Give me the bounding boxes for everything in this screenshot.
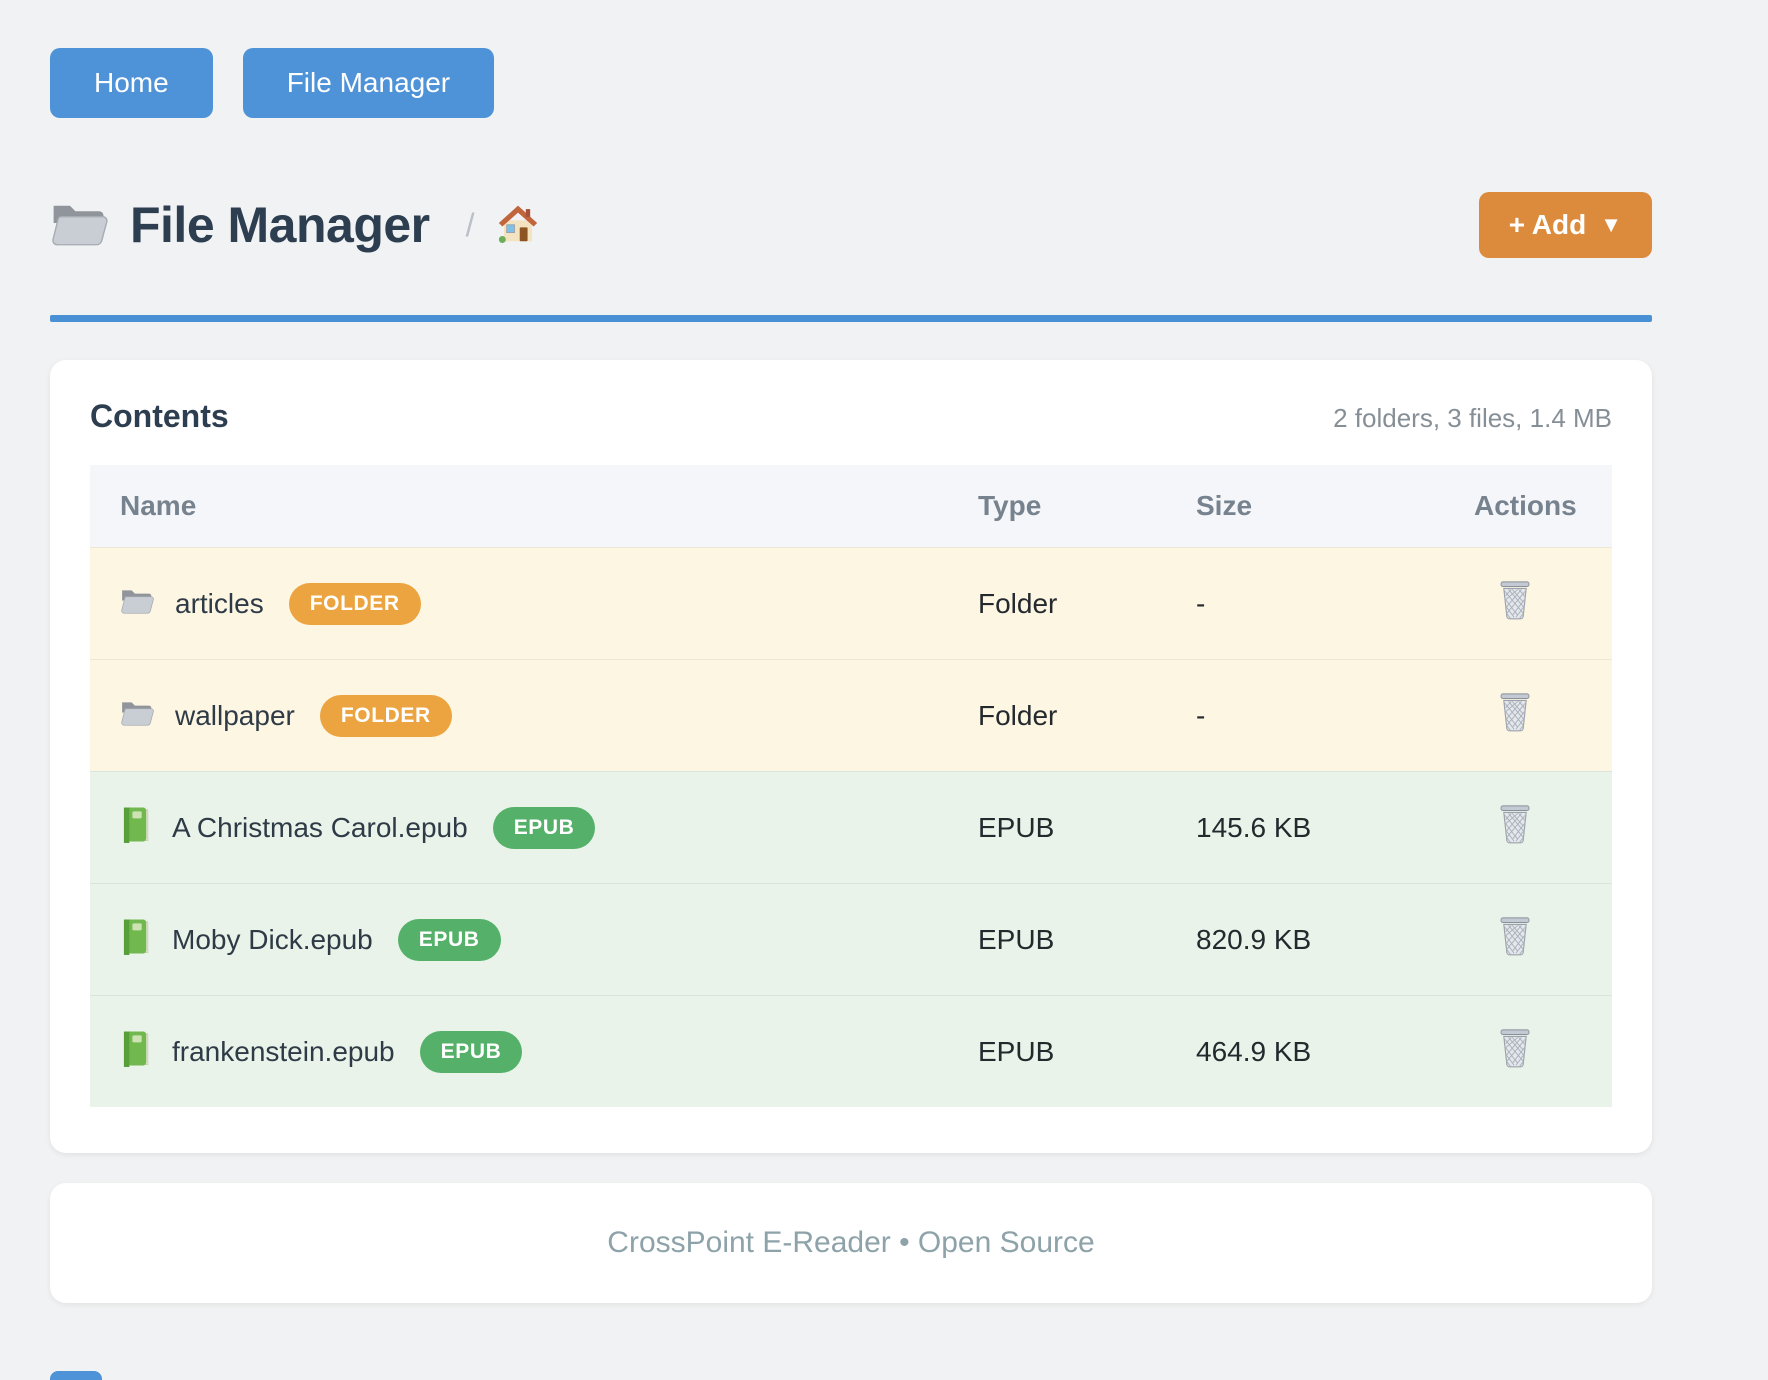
file-type-badge: EPUB xyxy=(397,918,501,961)
house-icon[interactable] xyxy=(497,203,539,248)
file-size: - xyxy=(1196,587,1206,619)
file-name-link[interactable]: frankenstein.epub xyxy=(172,1035,395,1067)
file-size: 464.9 KB xyxy=(1196,1035,1312,1067)
open-folder-icon xyxy=(120,698,154,734)
footer-text: CrossPoint E-Reader • Open Source xyxy=(607,1226,1095,1259)
file-size: 145.6 KB xyxy=(1196,811,1312,843)
files-table: Name Type Size Actions articles FOLDER F… xyxy=(90,465,1612,1107)
column-header-name: Name xyxy=(120,490,197,521)
home-button[interactable]: Home xyxy=(50,48,213,118)
page-header: File Manager / + Add ▼ xyxy=(50,192,1652,258)
column-header-actions: Actions xyxy=(1474,490,1577,521)
contents-summary: 2 folders, 3 files, 1.4 MB xyxy=(1333,403,1612,433)
file-type: EPUB xyxy=(978,1035,1055,1067)
add-button-label: + Add xyxy=(1508,209,1587,240)
caret-down-icon: ▼ xyxy=(1600,212,1622,237)
breadcrumb-separator: / xyxy=(465,206,475,243)
table-row: Moby Dick.epub EPUB EPUB 820.9 KB xyxy=(90,883,1612,995)
open-folder-icon xyxy=(120,586,154,622)
table-header-row: Name Type Size Actions xyxy=(90,465,1612,547)
trash-button[interactable] xyxy=(1498,804,1532,845)
file-name-link[interactable]: A Christmas Carol.epub xyxy=(172,811,468,843)
file-type-badge: EPUB xyxy=(419,1030,523,1073)
file-type-badge: FOLDER xyxy=(319,694,452,737)
trash-button[interactable] xyxy=(1498,916,1532,957)
title-divider xyxy=(50,315,1652,322)
table-row: frankenstein.epub EPUB EPUB 464.9 KB xyxy=(90,995,1612,1107)
file-name-link[interactable]: articles xyxy=(175,587,264,619)
file-type: EPUB xyxy=(978,923,1055,955)
green-book-icon xyxy=(120,918,151,962)
file-size: 820.9 KB xyxy=(1196,923,1312,955)
file-size: - xyxy=(1196,699,1206,731)
column-header-size: Size xyxy=(1196,490,1253,521)
file-name-link[interactable]: Moby Dick.epub xyxy=(172,923,373,955)
file-manager-button[interactable]: File Manager xyxy=(242,48,495,118)
table-row: wallpaper FOLDER Folder - xyxy=(90,659,1612,771)
green-book-icon xyxy=(120,806,151,850)
table-row: articles FOLDER Folder - xyxy=(90,547,1612,659)
footer: CrossPoint E-Reader • Open Source xyxy=(50,1183,1652,1303)
trash-button[interactable] xyxy=(1498,580,1532,621)
file-name-link[interactable]: wallpaper xyxy=(175,699,295,731)
trash-button[interactable] xyxy=(1498,692,1532,733)
partial-button-cut-by-viewport[interactable] xyxy=(50,1371,102,1380)
file-type-badge: EPUB xyxy=(492,806,596,849)
file-type: EPUB xyxy=(978,811,1055,843)
file-type-badge: FOLDER xyxy=(288,582,421,625)
add-button[interactable]: + Add ▼ xyxy=(1478,192,1652,258)
file-type: Folder xyxy=(978,587,1058,619)
contents-card: Contents 2 folders, 3 files, 1.4 MB Name… xyxy=(50,360,1652,1153)
top-nav: Home File Manager xyxy=(50,0,1652,118)
file-type: Folder xyxy=(978,699,1058,731)
green-book-icon xyxy=(120,1030,151,1074)
contents-title: Contents xyxy=(90,398,229,434)
open-folder-icon xyxy=(50,198,108,253)
trash-button[interactable] xyxy=(1498,1028,1532,1069)
table-row: A Christmas Carol.epub EPUB EPUB 145.6 K… xyxy=(90,771,1612,883)
page-title: File Manager xyxy=(130,197,430,253)
column-header-type: Type xyxy=(978,490,1042,521)
